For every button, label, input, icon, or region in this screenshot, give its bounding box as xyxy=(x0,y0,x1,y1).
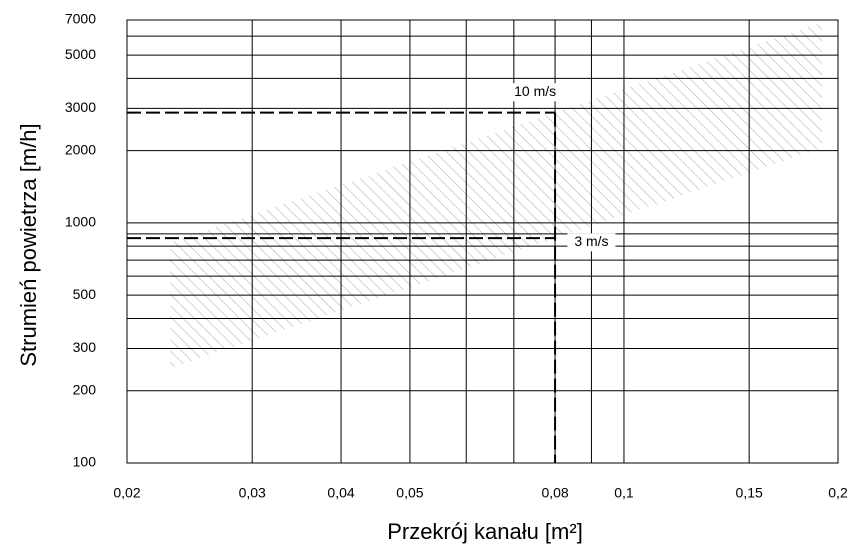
y-tick-label: 300 xyxy=(73,339,97,355)
y-tick-label: 3000 xyxy=(65,99,96,115)
y-tick-label: 100 xyxy=(73,454,97,470)
x-axis-label: Przekrój kanału [m²] xyxy=(387,519,583,544)
y-tick-label: 200 xyxy=(73,381,97,397)
grid xyxy=(126,19,839,464)
x-tick-label: 0,03 xyxy=(239,485,266,501)
x-tick-label: 0,15 xyxy=(736,485,763,501)
y-tick-label: 7000 xyxy=(65,11,96,27)
y-tick-label: 5000 xyxy=(65,46,96,62)
marks: 10 m/s 3 m/s xyxy=(126,19,839,464)
plot-frame xyxy=(126,19,839,464)
hatched-band xyxy=(170,22,823,369)
x-tick-label: 0,05 xyxy=(396,485,423,501)
x-tick-label: 0,02 xyxy=(113,485,140,501)
y-tick-label: 2000 xyxy=(65,141,96,157)
annotation: 3 m/s xyxy=(574,233,608,249)
annotation-background xyxy=(511,83,560,102)
x-tick-label: 0,2 xyxy=(828,485,848,501)
y-axis-label: Strumień powietrza [m/h] xyxy=(16,123,41,366)
x-tick-label: 0,08 xyxy=(541,485,568,501)
y-tick-label: 1000 xyxy=(65,214,96,230)
x-tick-label: 0,1 xyxy=(614,485,634,501)
y-tick-label: 500 xyxy=(73,286,97,302)
x-tick-label: 0,04 xyxy=(327,485,354,501)
annotation: 10 m/s xyxy=(514,83,556,99)
annotation-background xyxy=(567,233,616,252)
